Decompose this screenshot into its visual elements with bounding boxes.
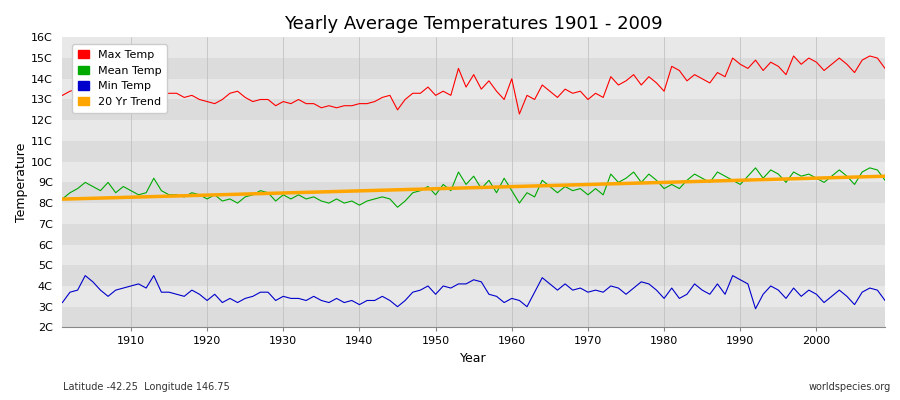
Bar bbox=[62, 307, 885, 328]
Title: Yearly Average Temperatures 1901 - 2009: Yearly Average Temperatures 1901 - 2009 bbox=[284, 15, 663, 33]
Bar bbox=[62, 244, 885, 265]
Bar bbox=[62, 162, 885, 182]
Text: worldspecies.org: worldspecies.org bbox=[809, 382, 891, 392]
Bar bbox=[62, 265, 885, 286]
Bar bbox=[62, 286, 885, 307]
Bar bbox=[62, 79, 885, 100]
Bar bbox=[62, 37, 885, 58]
X-axis label: Year: Year bbox=[461, 352, 487, 365]
Bar bbox=[62, 120, 885, 141]
Legend: Max Temp, Mean Temp, Min Temp, 20 Yr Trend: Max Temp, Mean Temp, Min Temp, 20 Yr Tre… bbox=[72, 44, 166, 112]
Bar bbox=[62, 58, 885, 79]
Bar bbox=[62, 100, 885, 120]
Y-axis label: Temperature: Temperature bbox=[15, 143, 28, 222]
Bar bbox=[62, 224, 885, 244]
Bar bbox=[62, 141, 885, 162]
Text: Latitude -42.25  Longitude 146.75: Latitude -42.25 Longitude 146.75 bbox=[63, 382, 230, 392]
Bar bbox=[62, 203, 885, 224]
Bar bbox=[62, 182, 885, 203]
